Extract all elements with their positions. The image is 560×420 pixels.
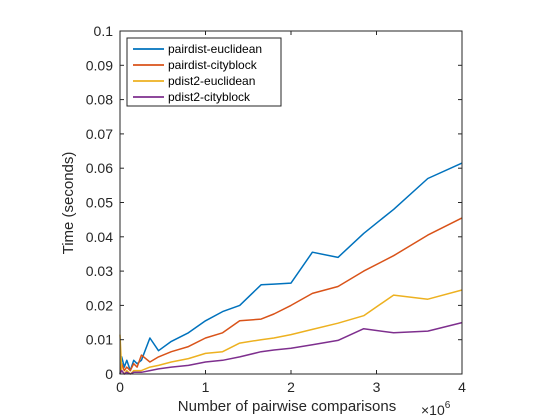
y-tick-label: 0.08	[86, 92, 113, 108]
x-exponent-power: 6	[445, 400, 451, 411]
x-tick-label: 4	[458, 379, 466, 395]
tick-layer: 0 1 2 3 4 0 0.01 0.02 0.03 0.04 0.05 0.06 0.07 0.08 0.…	[86, 23, 466, 395]
series-line-pairdist-cityblock	[119, 217, 463, 375]
x-exponent-label: ×106	[421, 400, 451, 418]
series-line-pairdist-euclidean	[119, 162, 463, 375]
y-tick-label: 0.04	[86, 229, 113, 245]
x-tick-label: 0	[116, 379, 124, 395]
legend: pairdist-euclidean pairdist-cityblock pdis…	[126, 37, 282, 107]
x-tick-label: 1	[202, 379, 210, 395]
y-tick-label: 0.07	[86, 126, 113, 142]
y-tick-label: 0	[105, 366, 113, 382]
legend-label: pairdist-cityblock	[168, 58, 258, 72]
legend-items: pairdist-euclidean pairdist-cityblock pdis…	[133, 42, 262, 104]
y-tick-label: 0.01	[86, 332, 113, 348]
y-tick-label: 0.1	[94, 23, 114, 39]
x-tick-label: 3	[373, 379, 381, 395]
x-axis-label: Number of pairwise comparisons	[178, 398, 396, 415]
legend-label: pairdist-euclidean	[168, 42, 262, 56]
legend-label: pdist2-euclidean	[168, 74, 255, 88]
y-tick-label: 0.06	[86, 160, 113, 176]
y-tick-label: 0.02	[86, 297, 113, 313]
legend-label: pdist2-cityblock	[168, 90, 251, 104]
y-tick-label: 0.05	[86, 195, 113, 211]
y-tick-label: 0.03	[86, 263, 113, 279]
y-axis-label: Time (seconds)	[60, 152, 77, 255]
x-exponent-base: ×10	[421, 402, 445, 418]
x-tick-label: 2	[287, 379, 295, 395]
y-tick-label: 0.09	[86, 57, 113, 73]
